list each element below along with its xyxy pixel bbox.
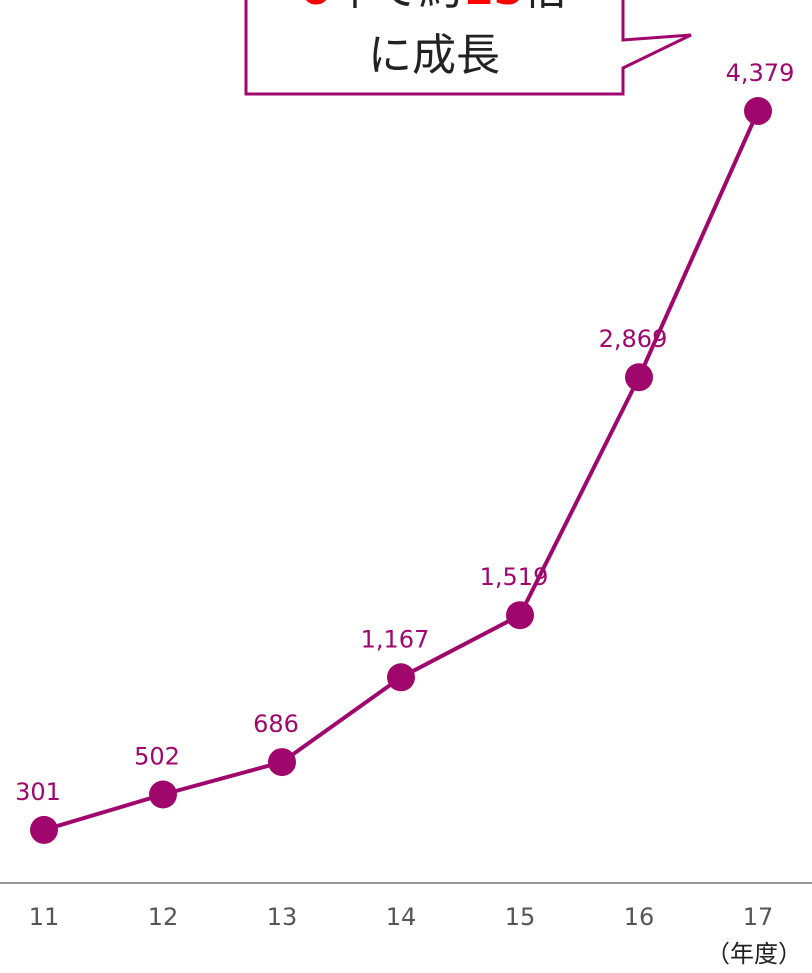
x-tick-label-11: 11 <box>29 903 60 931</box>
x-tick-label-14: 14 <box>386 903 417 931</box>
x-tick-label-13: 13 <box>267 903 298 931</box>
data-point-15 <box>506 601 534 630</box>
data-point-16 <box>625 363 653 392</box>
x-axis-unit-label: （年度） <box>706 940 802 968</box>
data-label-16: 2,869 <box>599 325 668 353</box>
data-point-12 <box>149 780 177 809</box>
data-label-11: 301 <box>15 778 61 806</box>
callout-multiplier-value: 15 <box>463 0 524 15</box>
callout-line-1: 6年で約15倍 <box>300 0 568 15</box>
data-label-15: 1,519 <box>480 563 549 591</box>
data-label-14: 1,167 <box>361 625 430 653</box>
x-tick-label-15: 15 <box>505 903 536 931</box>
callout-text-after: 倍 <box>524 0 568 15</box>
callout-line-2: に成長 <box>368 30 500 81</box>
x-tick-label-17: 17 <box>743 903 774 931</box>
data-point-13 <box>268 748 296 777</box>
callout-years-value: 6 <box>300 0 331 15</box>
callout-text-mid: 年で約 <box>331 0 463 15</box>
x-tick-label-16: 16 <box>624 903 655 931</box>
series-line <box>43 110 760 832</box>
data-label-13: 686 <box>253 710 299 738</box>
labels-group: 301 502 686 1,167 1,519 2,869 4,379 <box>15 59 794 806</box>
callout-box <box>244 0 692 96</box>
x-tick-labels: 11 12 13 14 15 16 17 <box>29 903 774 931</box>
annotation-callout: 6年で約15倍 に成長 <box>244 0 692 96</box>
data-point-17 <box>744 97 772 125</box>
x-tick-label-12: 12 <box>148 903 179 931</box>
data-label-17: 4,379 <box>726 59 795 87</box>
series-group <box>30 97 772 844</box>
data-point-11 <box>30 815 58 844</box>
data-point-14 <box>387 663 415 692</box>
data-label-12: 502 <box>134 743 180 771</box>
